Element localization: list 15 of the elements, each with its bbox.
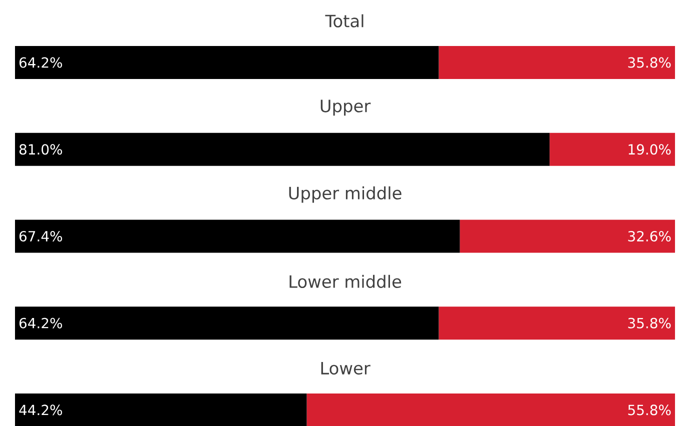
data-label: 32.6% <box>628 230 671 242</box>
y-tick-label: Upper <box>320 100 371 116</box>
y-tick-label: Total <box>325 14 364 28</box>
data-label: 44.2% <box>19 404 62 416</box>
data-label: 64.2% <box>19 318 62 328</box>
data-label: 35.8% <box>628 318 671 328</box>
y-tick-label: Lower middle <box>290 274 402 288</box>
data-label: 67.4% <box>19 230 62 242</box>
y-tick-label: Lower <box>321 362 370 374</box>
data-label: 19.0% <box>628 144 671 154</box>
y-tick-label: Upper middle <box>289 186 402 203</box>
data-label: 35.8% <box>628 57 671 68</box>
data-label: 81.0% <box>19 144 62 154</box>
data-label: 64.2% <box>19 57 62 68</box>
data-label: 55.8% <box>628 404 671 416</box>
